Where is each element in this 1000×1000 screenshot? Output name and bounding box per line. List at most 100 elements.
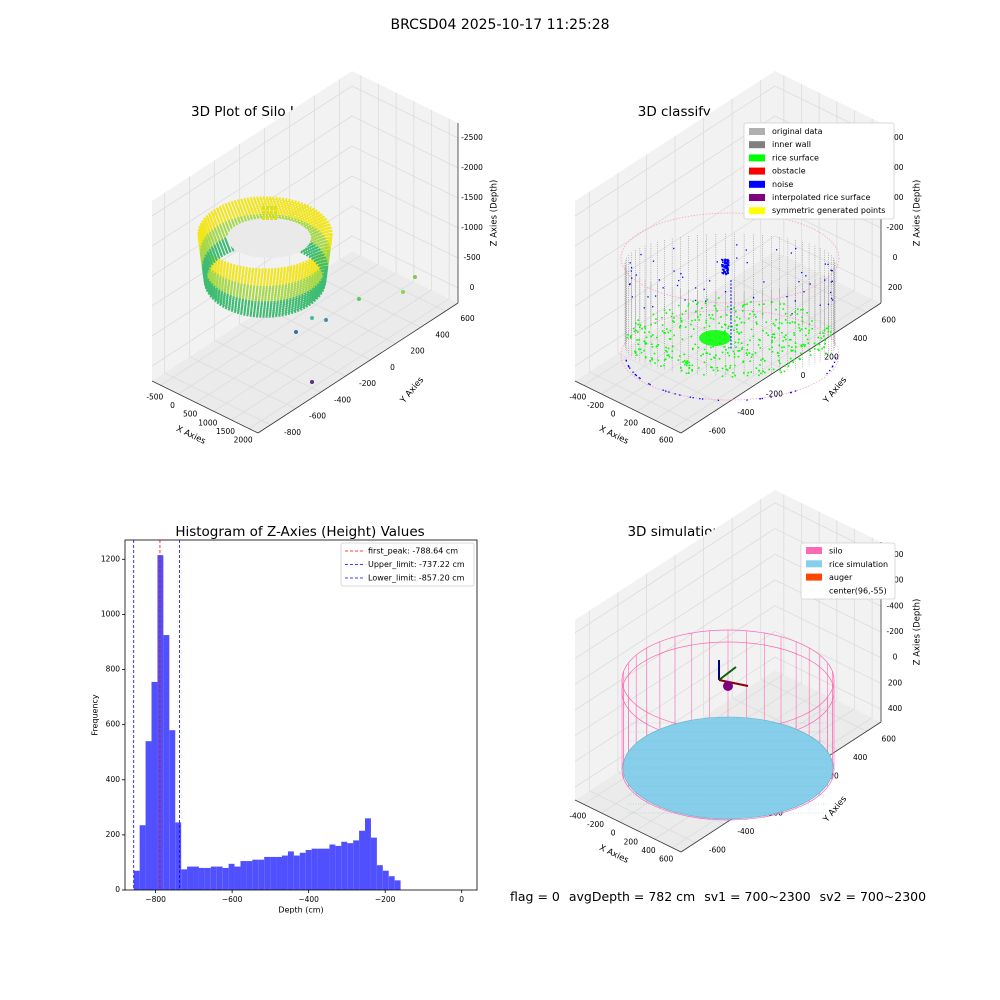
plot3-bar xyxy=(395,880,401,890)
plot2-rice-surface-point xyxy=(825,352,827,354)
plot2-rice-surface-point xyxy=(645,328,647,330)
plot2-ztick: -200 xyxy=(886,223,903,232)
plot2-rice-surface-point xyxy=(652,334,654,336)
plot3-bar xyxy=(258,860,264,890)
plot2-noise-point xyxy=(727,265,729,267)
plot1-inner-points xyxy=(262,211,265,215)
plot2-rice-surface-point xyxy=(762,370,764,372)
plot3-legend-label: Lower_limit: -857.20 cm xyxy=(368,574,465,583)
plot2-rice-surface-point xyxy=(682,313,684,315)
plot1-inner-points xyxy=(262,206,265,210)
plot2-rice-surface-point xyxy=(741,349,743,351)
plot2-rice-surface-point xyxy=(635,323,637,325)
plot2-rice-surface-point xyxy=(733,329,735,331)
plot2-noise-point xyxy=(727,269,729,271)
plot2-rice-surface-point xyxy=(668,348,670,350)
plot2-rice-surface-point xyxy=(743,360,745,362)
plot2-rice-surface-point xyxy=(734,365,736,367)
plot2-rice-surface-point xyxy=(720,316,722,318)
plot2-rice-surface-point xyxy=(771,341,773,343)
plot2-rice-surface-point xyxy=(716,367,718,369)
plot4-legend-label: silo xyxy=(829,547,843,556)
plot3-ytick-label: 0 xyxy=(115,885,120,894)
plot2-rice-surface-point xyxy=(784,371,786,373)
plot2-noise-point xyxy=(803,291,804,292)
plot2-rice-surface-point xyxy=(636,354,638,356)
plot2-rice-surface-point xyxy=(640,324,642,326)
plot2-rice-surface-point xyxy=(713,369,715,371)
plot2-noise-point xyxy=(702,398,703,399)
plot2-rice-surface-point xyxy=(663,365,665,367)
plot2-legend-label: interpolated rice surface xyxy=(772,193,870,202)
plot2-rice-surface-point xyxy=(696,303,698,305)
plot2-rice-surface-point xyxy=(672,313,674,315)
plot2-rice-surface-point xyxy=(730,365,732,367)
plot3-bar xyxy=(312,849,318,890)
plot2-rice-surface-point xyxy=(775,319,777,321)
plot2-rice-surface-point xyxy=(713,318,715,320)
plot2-rice-surface-point xyxy=(649,360,651,362)
plot2-rice-surface-point xyxy=(778,360,780,362)
plot2-rice-surface-point xyxy=(670,330,672,332)
plot2-legend-swatch xyxy=(749,128,765,135)
plot2-rice-surface-point xyxy=(626,337,628,339)
plot2-noise-point xyxy=(680,273,681,274)
plot2-rice-surface-point xyxy=(650,336,652,338)
plot2-noise-point xyxy=(631,270,632,271)
plot2-rice-surface-point xyxy=(778,328,780,330)
plot2-rice-surface-point xyxy=(755,316,757,318)
plot2-legend-swatch xyxy=(749,154,765,161)
plot2-rice-surface-point xyxy=(716,310,718,312)
plot2-rice-surface-point xyxy=(817,349,819,351)
plot2-rice-surface-point xyxy=(766,332,768,334)
plot2-rice-surface-point xyxy=(810,354,812,356)
plot2-rice-surface-point xyxy=(764,360,766,362)
plot2-rice-surface-point xyxy=(630,336,632,338)
plot2-rice-surface-point xyxy=(746,303,748,305)
plot3-bar xyxy=(371,838,377,890)
plot2-noise-point xyxy=(810,283,811,284)
plot2-rice-surface-point xyxy=(758,339,760,341)
plot2-rice-surface-point xyxy=(692,364,694,366)
plot4-ytick: -600 xyxy=(709,846,726,855)
plot2-noise-point xyxy=(723,267,725,269)
plot2-noise-point xyxy=(786,296,787,297)
plot2-rice-surface-point xyxy=(795,351,797,353)
plot2-rice-surface-point xyxy=(698,319,700,321)
plot2-rice-surface-point xyxy=(673,317,675,319)
plot2-noise-point xyxy=(630,262,631,263)
plot2-rice-surface-point xyxy=(684,364,686,366)
plot2-rice-surface-point xyxy=(823,346,825,348)
plot1-inner-points xyxy=(266,206,269,210)
plot2-rice-surface-point xyxy=(790,358,792,360)
plot2-rice-surface-point xyxy=(756,367,758,369)
plot2-rice-cluster xyxy=(699,330,731,346)
plot2-rice-surface-point xyxy=(821,348,823,350)
plot1-xlabel: X Axies xyxy=(174,424,207,447)
status-sv2: sv2 = 700~2300 xyxy=(820,889,926,904)
plot2-rice-surface-point xyxy=(816,344,818,346)
plot2-rice-surface-point xyxy=(733,307,735,309)
plot2-xlabel: X Axies xyxy=(597,424,630,447)
plot2-rice-surface-point xyxy=(697,316,699,318)
plot2-rice-surface-point xyxy=(788,362,790,364)
plot2-noise-point xyxy=(644,307,645,308)
plot2-rice-surface-point xyxy=(753,335,755,337)
plot2-ytick: -600 xyxy=(709,427,726,436)
plot3-bar xyxy=(134,871,140,890)
plot2-rice-surface-point xyxy=(686,363,688,365)
plot1-inner-points xyxy=(274,206,277,210)
plot3-legend-label: first_peak: -788.64 cm xyxy=(368,547,458,556)
plot2-noise-point xyxy=(647,296,648,297)
status-line: flag = 0 avgDepth = 782 cm sv1 = 700~2300 s… xyxy=(510,889,935,904)
plot3-ytick-label: 400 xyxy=(106,775,121,784)
plot2-noise-point xyxy=(832,270,833,271)
plot2-rice-surface-point xyxy=(655,318,657,320)
plot2-rice-surface-point xyxy=(644,326,646,328)
plot4-legend-swatch xyxy=(806,560,822,567)
plot2-rice-surface-point xyxy=(644,332,646,334)
plot3-bar xyxy=(205,868,211,890)
plot2-rice-surface-point xyxy=(824,329,826,331)
plot4-xtick: 200 xyxy=(624,837,639,846)
